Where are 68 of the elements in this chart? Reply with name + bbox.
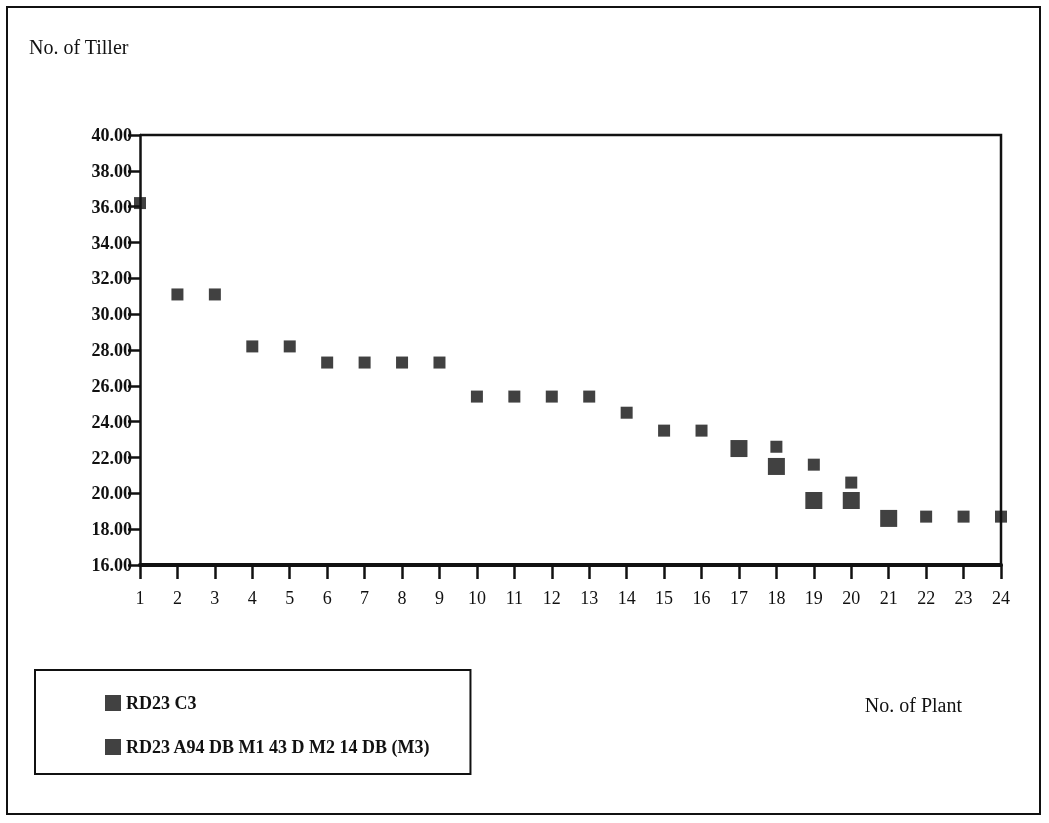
x-tick-label: 4 [247,588,257,608]
point [730,440,748,458]
legend-label: RD23 A94 DB M1 43 D M2 14 DB (M3) [126,737,430,758]
point [880,509,898,527]
x-tick-label: 16 [692,588,711,608]
point [957,510,970,523]
point [770,440,783,453]
point [583,390,596,403]
point [283,340,296,353]
point [246,340,259,353]
y-tick-label: 32.00 [91,268,132,289]
y-tick-label: 18.00 [91,519,132,540]
y-tick-label: 20.00 [91,483,132,504]
point [805,492,823,509]
point [845,476,858,489]
x-tick-label: 18 [767,588,786,608]
y-tick-label: 16.00 [91,555,132,575]
point [321,356,334,369]
x-tick-label: 20 [842,588,861,608]
y-tick-label: 40.00 [91,125,132,145]
point [920,510,933,523]
y-tick-label: 36.00 [91,196,132,217]
x-tick-label: 3 [210,588,220,608]
x-axis-title: No. of Plant [864,694,963,716]
y-tick-label: 24.00 [91,411,132,432]
point [995,510,1007,523]
point [171,288,184,301]
point [695,424,708,437]
x-tick-label: 14 [617,588,636,608]
x-tick-label: 24 [992,588,1010,608]
point [208,288,221,301]
point [134,197,146,210]
point [842,492,860,509]
y-tick-label: 28.00 [91,340,132,360]
point [658,424,671,437]
legend-label: RD23 C3 [126,693,197,713]
x-tick-label: 8 [397,588,407,608]
y-tick-label: 22.00 [91,447,132,468]
x-tick-label: 9 [434,588,444,608]
point [433,356,446,369]
point [620,406,633,419]
point [807,458,820,471]
y-tick-label: 30.00 [91,304,132,325]
y-tick-label: 38.00 [91,160,132,181]
x-tick-label: 11 [505,588,524,608]
x-tick-label: 12 [542,588,561,608]
x-tick-label: 6 [322,588,332,608]
x-tick-label: 15 [655,588,674,608]
y-tick-label: 34.00 [91,232,132,253]
x-tick-label: 10 [467,588,486,608]
x-tick-label: 22 [917,588,936,608]
x-tick-label: 17 [729,588,748,608]
y-tick-label: 26.00 [91,375,132,396]
x-tick-label: 5 [285,588,295,608]
point [470,390,483,403]
point [508,390,521,403]
point [358,356,371,369]
point [545,390,558,403]
point [396,356,409,369]
x-tick-label: 1 [135,588,145,608]
x-tick-label: 7 [360,588,370,608]
x-tick-label: 21 [879,588,898,608]
x-tick-label: 13 [580,588,599,608]
point [767,457,785,475]
y-axis-title: No. of Tiller [29,36,129,58]
x-tick-label: 19 [804,588,823,608]
x-tick-label: 23 [954,588,973,608]
x-tick-label: 2 [172,588,182,608]
